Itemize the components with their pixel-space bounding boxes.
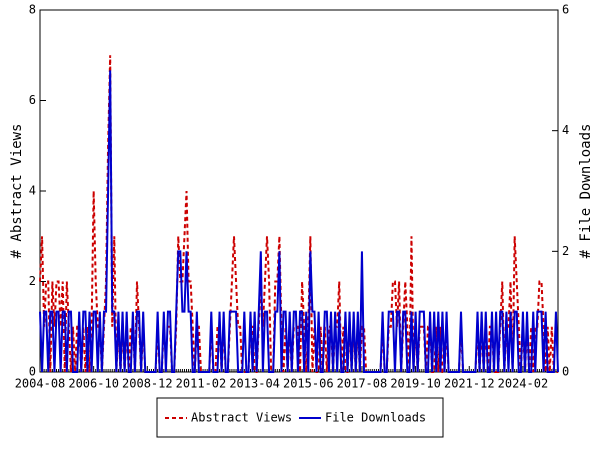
y-axis-label: # Abstract Views [9, 124, 25, 259]
y-tick-label: 4 [29, 184, 36, 198]
x-tick-label: 2024-02 [498, 377, 549, 391]
x-tick-label: 2013-04 [229, 377, 280, 391]
x-tick-label: 2008-12 [122, 377, 173, 391]
y-tick-label: 2 [29, 274, 36, 288]
x-tick-label: 2017-08 [337, 377, 388, 391]
legend-label: File Downloads [325, 411, 426, 425]
y2-tick-label: 2 [562, 244, 569, 258]
x-tick-label: 2021-12 [444, 377, 495, 391]
x-tick-label: 2019-10 [390, 377, 441, 391]
y2-tick-label: 6 [562, 3, 569, 17]
legend-label: Abstract Views [191, 411, 292, 425]
y2-tick-label: 4 [562, 123, 569, 137]
x-tick-label: 2004-08 [15, 377, 66, 391]
y-tick-label: 6 [29, 93, 36, 107]
y2-tick-label: 0 [562, 365, 569, 379]
x-tick-label: 2011-02 [176, 377, 227, 391]
y2-axis-label: # File Downloads [578, 124, 594, 259]
x-tick-label: 2006-10 [68, 377, 119, 391]
x-tick-label: 2015-06 [283, 377, 334, 391]
y-tick-label: 0 [29, 365, 36, 379]
series-line [39, 70, 559, 373]
y-tick-label: 8 [29, 3, 36, 17]
